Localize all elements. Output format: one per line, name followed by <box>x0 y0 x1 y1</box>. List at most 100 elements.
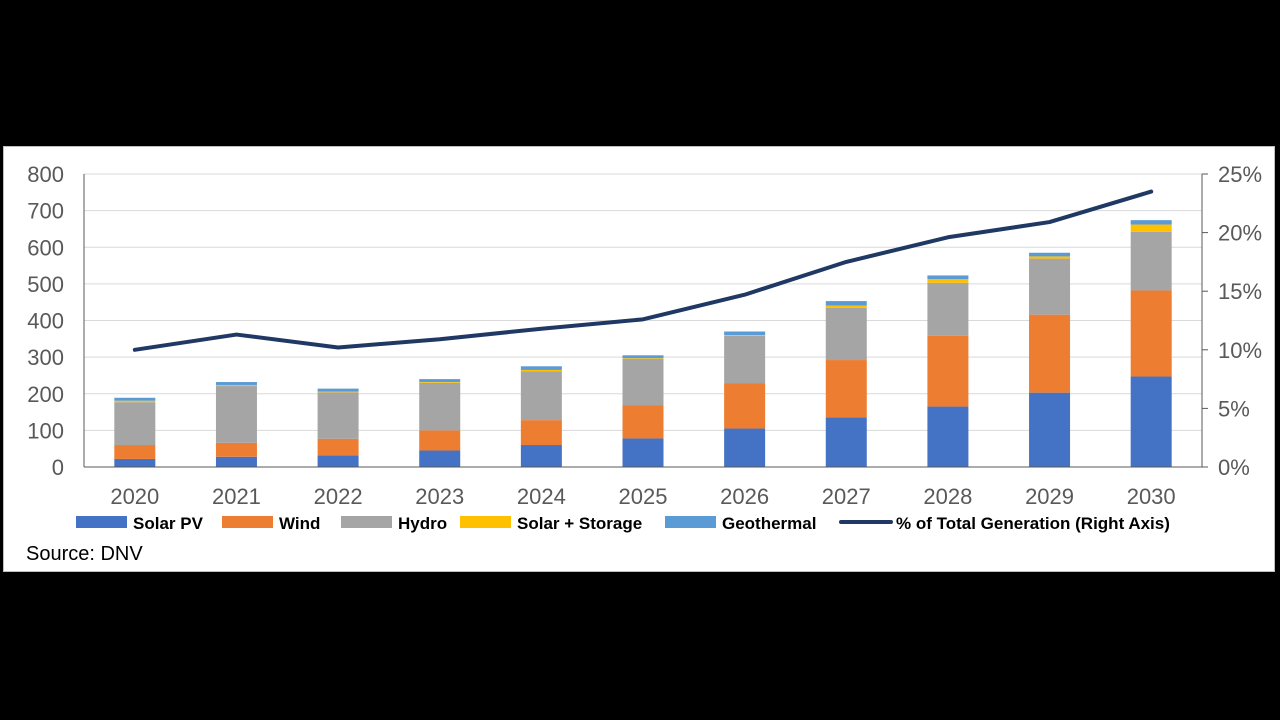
bar-segment <box>622 358 664 406</box>
bar-segment <box>317 388 359 392</box>
y-right-tick-label: 0% <box>1218 455 1250 480</box>
legend-label: Geothermal <box>722 514 816 533</box>
bar-segment <box>1029 314 1071 393</box>
x-tick-label: 2024 <box>517 484 566 509</box>
bar-segment <box>114 458 156 467</box>
x-tick-label: 2025 <box>619 484 668 509</box>
bar-segment <box>927 406 969 467</box>
y-left-tick-label: 300 <box>27 345 64 370</box>
legend-label: % of Total Generation (Right Axis) <box>896 514 1170 533</box>
bar-segment <box>114 402 156 446</box>
bar-segment <box>419 382 461 383</box>
bar-segment <box>317 392 359 439</box>
bar-segment <box>114 397 156 401</box>
axes: 0 100 200 300 400 500 600 700 800 0% 5% 10% 15% 20% 25… <box>27 162 1262 509</box>
legend-swatch <box>222 516 273 528</box>
y-right-tick-label: 25% <box>1218 162 1262 187</box>
bar-segment <box>317 391 359 393</box>
bar-segment <box>114 400 156 403</box>
bar-segment <box>419 379 461 383</box>
legend-label: Wind <box>279 514 320 533</box>
bar-segment <box>419 382 461 431</box>
y-right-tick-label: 10% <box>1218 338 1262 363</box>
bar-segment <box>825 305 867 308</box>
bar-segment <box>1029 392 1071 467</box>
bar-segment <box>622 405 664 439</box>
bar-segment <box>215 386 257 443</box>
x-tick-label: 2028 <box>923 484 972 509</box>
x-tick-label: 2021 <box>212 484 261 509</box>
bar-segment <box>927 282 969 336</box>
y-left-tick-label: 400 <box>27 309 64 334</box>
y-right-tick-label: 15% <box>1218 279 1262 304</box>
x-tick-label: 2020 <box>110 484 159 509</box>
legend-swatch <box>460 516 511 528</box>
bar-segment <box>927 279 969 283</box>
x-tick-label: 2022 <box>314 484 363 509</box>
bar-segment <box>215 382 257 385</box>
stacked-bar-line-chart: 0 100 200 300 400 500 600 700 800 0% 5% 10% 15% 20% 25… <box>27 162 1262 533</box>
line-series <box>132 189 1154 352</box>
bar-segment <box>622 358 664 359</box>
y-left-tick-label: 100 <box>27 418 64 443</box>
bar-segment <box>1130 231 1172 291</box>
bar-segment <box>114 445 156 459</box>
bar-segment <box>825 417 867 467</box>
bar-segment <box>520 366 562 370</box>
line-total-generation <box>132 189 1154 352</box>
x-tick-label: 2026 <box>720 484 769 509</box>
bar-segment <box>825 360 867 418</box>
y-right-tick-label: 20% <box>1218 221 1262 246</box>
bar-segment <box>215 456 257 467</box>
legend-swatch <box>341 516 392 528</box>
bar-segment <box>724 428 766 467</box>
bar-segment <box>622 438 664 467</box>
bar-segment <box>520 369 562 372</box>
x-tick-label: 2030 <box>1127 484 1176 509</box>
bar-segment <box>1130 220 1172 225</box>
bars <box>114 220 1172 467</box>
bar-segment <box>825 301 867 306</box>
bar-segment <box>317 438 359 456</box>
y-left-tick-label: 500 <box>27 272 64 297</box>
y-left-tick-label: 800 <box>27 162 64 187</box>
bar-segment <box>724 335 766 336</box>
x-tick-label: 2029 <box>1025 484 1074 509</box>
legend-label: Solar PV <box>133 514 204 533</box>
bar-segment <box>520 420 562 446</box>
y-left-tick-label: 700 <box>27 199 64 224</box>
bar-segment <box>520 445 562 467</box>
bar-segment <box>825 307 867 361</box>
bar-segment <box>215 384 257 387</box>
x-tick-label: 2027 <box>822 484 871 509</box>
bar-segment <box>419 430 461 451</box>
bar-segment <box>520 371 562 421</box>
legend-label: Hydro <box>398 514 447 533</box>
bar-segment <box>1130 290 1172 377</box>
chart-panel: 0 100 200 300 400 500 600 700 800 0% 5% 10% 15% 20% 25… <box>3 146 1275 572</box>
bar-segment <box>1029 258 1071 315</box>
bar-segment <box>927 275 969 280</box>
bar-segment <box>215 442 257 457</box>
bar-segment <box>622 355 664 359</box>
legend: Solar PV Wind Hydro Solar + Storage Geotherm… <box>76 514 1170 533</box>
bar-segment <box>1029 256 1071 259</box>
bar-segment <box>317 455 359 467</box>
bar-segment <box>1029 252 1071 257</box>
y-left-tick-label: 600 <box>27 235 64 260</box>
bar-segment <box>1130 376 1172 467</box>
legend-label: Solar + Storage <box>517 514 642 533</box>
bar-segment <box>724 331 766 336</box>
y-right-tick-label: 5% <box>1218 396 1250 421</box>
bar-segment <box>724 383 766 429</box>
y-left-tick-label: 0 <box>52 455 64 480</box>
bar-segment <box>1130 224 1172 232</box>
legend-swatch <box>76 516 127 528</box>
bar-segment <box>724 335 766 384</box>
bar-segment <box>419 450 461 467</box>
bar-segment <box>927 335 969 407</box>
x-tick-label: 2023 <box>415 484 464 509</box>
legend-swatch <box>665 516 716 528</box>
y-left-tick-label: 200 <box>27 382 64 407</box>
source-note: Source: DNV <box>26 543 143 565</box>
